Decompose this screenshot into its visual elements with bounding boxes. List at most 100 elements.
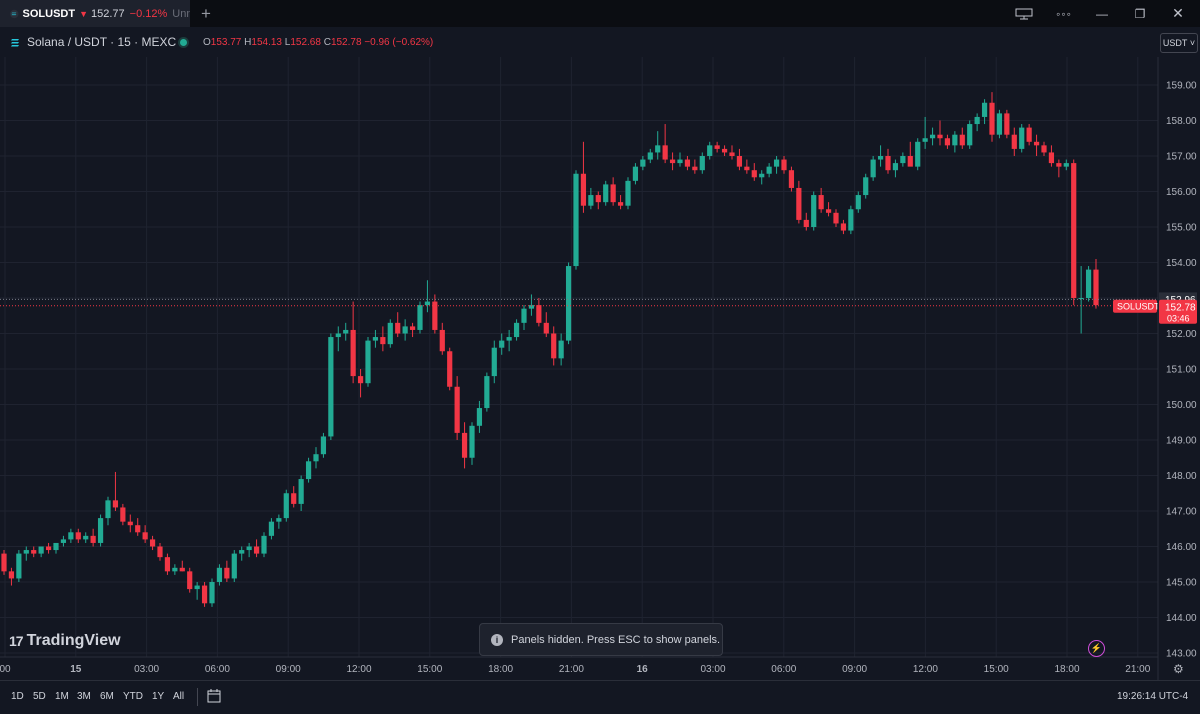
candle-body	[944, 138, 951, 146]
price-tick-label: 147.00	[1166, 507, 1197, 518]
candle-body	[1078, 298, 1084, 299]
time-tick-label: 06:00	[771, 664, 796, 675]
candle-body	[967, 124, 973, 146]
candle-body	[796, 187, 802, 220]
candle-body	[989, 102, 995, 135]
tradingview-logo[interactable]: 17 TradingView	[9, 632, 121, 650]
candle-body	[350, 329, 356, 377]
candle-body	[655, 145, 661, 153]
candle-body	[253, 546, 260, 554]
time-tick-label: 21:00	[1125, 664, 1150, 675]
candle-body	[625, 180, 631, 206]
minimize-icon[interactable]: —	[1096, 6, 1108, 21]
candle-body	[499, 340, 505, 348]
candle-body	[417, 305, 423, 330]
candle-body	[892, 163, 899, 171]
bottom-toolbar: 1D 5D 1M 3M 6M YTD 1Y All 19:26:14 UTC-4	[0, 680, 1200, 714]
candle-body	[759, 173, 765, 178]
browser-tab[interactable]: SOLUSDT ▼ 152.77 −0.12% Unn	[0, 0, 190, 27]
candle-body	[298, 479, 304, 504]
range-1y[interactable]: 1Y	[152, 691, 165, 702]
time-tick-label: 09:00	[842, 664, 867, 675]
candle-body	[447, 351, 453, 387]
currency-selector[interactable]: USDT ˅	[1160, 33, 1198, 53]
last-price-label: 152.78	[1165, 302, 1196, 313]
range-ytd[interactable]: YTD	[123, 691, 143, 702]
tab-title-rest: Unn	[172, 7, 190, 20]
candle-body	[305, 461, 312, 480]
range-5d[interactable]: 5D	[33, 691, 46, 702]
range-1m[interactable]: 1M	[55, 691, 69, 702]
candle-body	[1, 553, 7, 572]
candle-body	[885, 156, 891, 171]
candle-body	[97, 518, 104, 543]
candle-body	[387, 322, 393, 345]
candle-body	[848, 209, 854, 231]
close-icon[interactable]: ✕	[1172, 5, 1184, 21]
clock[interactable]: 19:26:14 UTC-4	[1117, 691, 1189, 702]
candle-body	[1019, 127, 1025, 149]
symbol-title[interactable]: Solana / USDT · 15 · MEXC	[10, 35, 176, 49]
last-price-badge	[1159, 299, 1197, 324]
range-all[interactable]: All	[173, 691, 185, 702]
candle-body	[840, 223, 847, 231]
candle-body	[357, 376, 364, 384]
range-1d[interactable]: 1D	[11, 691, 24, 702]
candle-body	[640, 159, 646, 167]
tab-symbol: SOLUSDT	[22, 7, 76, 20]
time-axis[interactable]: 00 15 03:00 06:00 09:00 12:00 15:00 18:00 21:00 1…	[0, 656, 1158, 675]
candle-body	[201, 585, 208, 604]
tv-logo-icon: 17	[9, 633, 24, 649]
candle-body	[662, 145, 668, 160]
candle-body	[209, 582, 215, 604]
candlestick-chart[interactable]: SOLUSDT 159.00 158.00 157.00 156.00 155.00 15…	[0, 57, 1200, 680]
candle-body	[721, 148, 728, 153]
range-6m[interactable]: 6M	[100, 691, 114, 702]
candle-body	[1041, 145, 1047, 153]
candle-body	[915, 141, 921, 167]
calendar-range-icon[interactable]	[207, 689, 221, 706]
candle-body	[677, 159, 683, 164]
down-arrow-icon: ▼	[79, 8, 88, 19]
candle-body	[513, 322, 520, 338]
candle-body	[551, 333, 557, 359]
price-tick-label: 150.00	[1166, 400, 1197, 411]
price-tick-label: 155.00	[1166, 223, 1197, 234]
candle-body	[543, 322, 549, 334]
candle-body	[1056, 163, 1062, 167]
tab-change: −0.12%	[129, 7, 168, 20]
candle-body	[239, 550, 245, 554]
candle-body	[164, 557, 171, 572]
candle-body	[409, 326, 416, 330]
range-3m[interactable]: 3M	[77, 691, 91, 702]
candle-body	[172, 567, 178, 572]
time-tick-label: 06:00	[205, 664, 230, 675]
candle-body	[402, 326, 408, 334]
candle-body	[313, 454, 319, 462]
ohlc-legend: O153.77 H154.13 L152.68 C152.78 −0.96 (−…	[203, 37, 433, 48]
candle-body	[23, 550, 29, 554]
candle-body	[707, 145, 713, 156]
candle-body	[788, 170, 795, 188]
lightning-icon[interactable]: ⚡	[1088, 640, 1105, 657]
candle-body	[16, 553, 22, 579]
more-options-icon[interactable]: ◦◦◦	[1056, 6, 1072, 21]
candle-body	[424, 301, 431, 306]
candle-body	[53, 542, 59, 551]
layout-icon[interactable]	[1006, 0, 1042, 27]
toast-text: Panels hidden. Press ESC to show panels.	[511, 633, 721, 646]
settings-icon[interactable]: ⚙	[1173, 662, 1184, 676]
candle-body	[877, 156, 884, 160]
grid	[0, 57, 1158, 657]
candle-body	[736, 156, 743, 167]
candle-body	[1004, 113, 1010, 135]
candle-body	[922, 138, 928, 142]
candle-body	[870, 159, 876, 178]
candle-body	[766, 166, 772, 174]
new-tab-plus-icon[interactable]: +	[201, 4, 211, 23]
restore-icon[interactable]: ❐	[1134, 6, 1146, 21]
candle-body	[1093, 269, 1099, 306]
price-axis[interactable]: 159.00158.00157.00156.00155.00154.00153.…	[1157, 57, 1200, 680]
candle-body	[484, 376, 490, 409]
low-value: 152.68	[290, 37, 321, 48]
